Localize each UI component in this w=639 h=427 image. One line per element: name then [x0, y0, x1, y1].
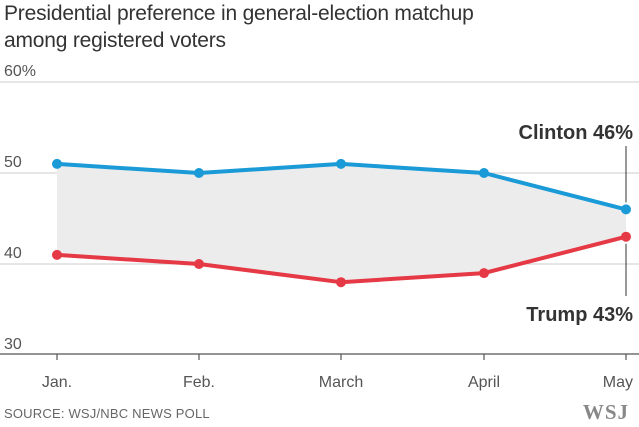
trump-point-2 [336, 277, 346, 288]
clinton-point-0 [52, 158, 62, 169]
y-tick-label-60: 60% [4, 63, 36, 80]
trump-point-0 [52, 249, 62, 260]
wsj-logo: WSJ [582, 400, 629, 424]
x-tick-label-march: March [319, 374, 363, 391]
y-tick-label-30: 30 [4, 336, 22, 353]
x-tick-label-feb: Feb. [183, 374, 215, 391]
trump-point-3 [479, 268, 489, 279]
y-tick-label-40: 40 [4, 245, 22, 262]
trump-end-label: Trump 43% [526, 304, 633, 326]
clinton-point-4 [621, 204, 631, 215]
trump-point-4 [621, 231, 631, 242]
clinton-point-2 [336, 158, 346, 169]
x-tick-label-jan: Jan. [42, 374, 72, 391]
y-tick-label-50: 50 [4, 154, 22, 171]
clinton-point-3 [479, 168, 489, 178]
clinton-end-label: Clinton 46% [519, 122, 634, 144]
gap-shading [57, 163, 626, 283]
chart-title-line-1: Presidential preference in general-elect… [4, 2, 474, 25]
x-tick-label-april: April [468, 374, 500, 391]
chart-title-line-2: among registered voters [4, 29, 226, 52]
clinton-point-1 [194, 168, 204, 178]
source-note: SOURCE: WSJ/NBC NEWS POLL [4, 406, 210, 421]
trump-point-1 [194, 259, 204, 269]
x-tick-label-may: May [603, 374, 633, 391]
chart-title: Presidential preference in general-elect… [4, 0, 634, 54]
